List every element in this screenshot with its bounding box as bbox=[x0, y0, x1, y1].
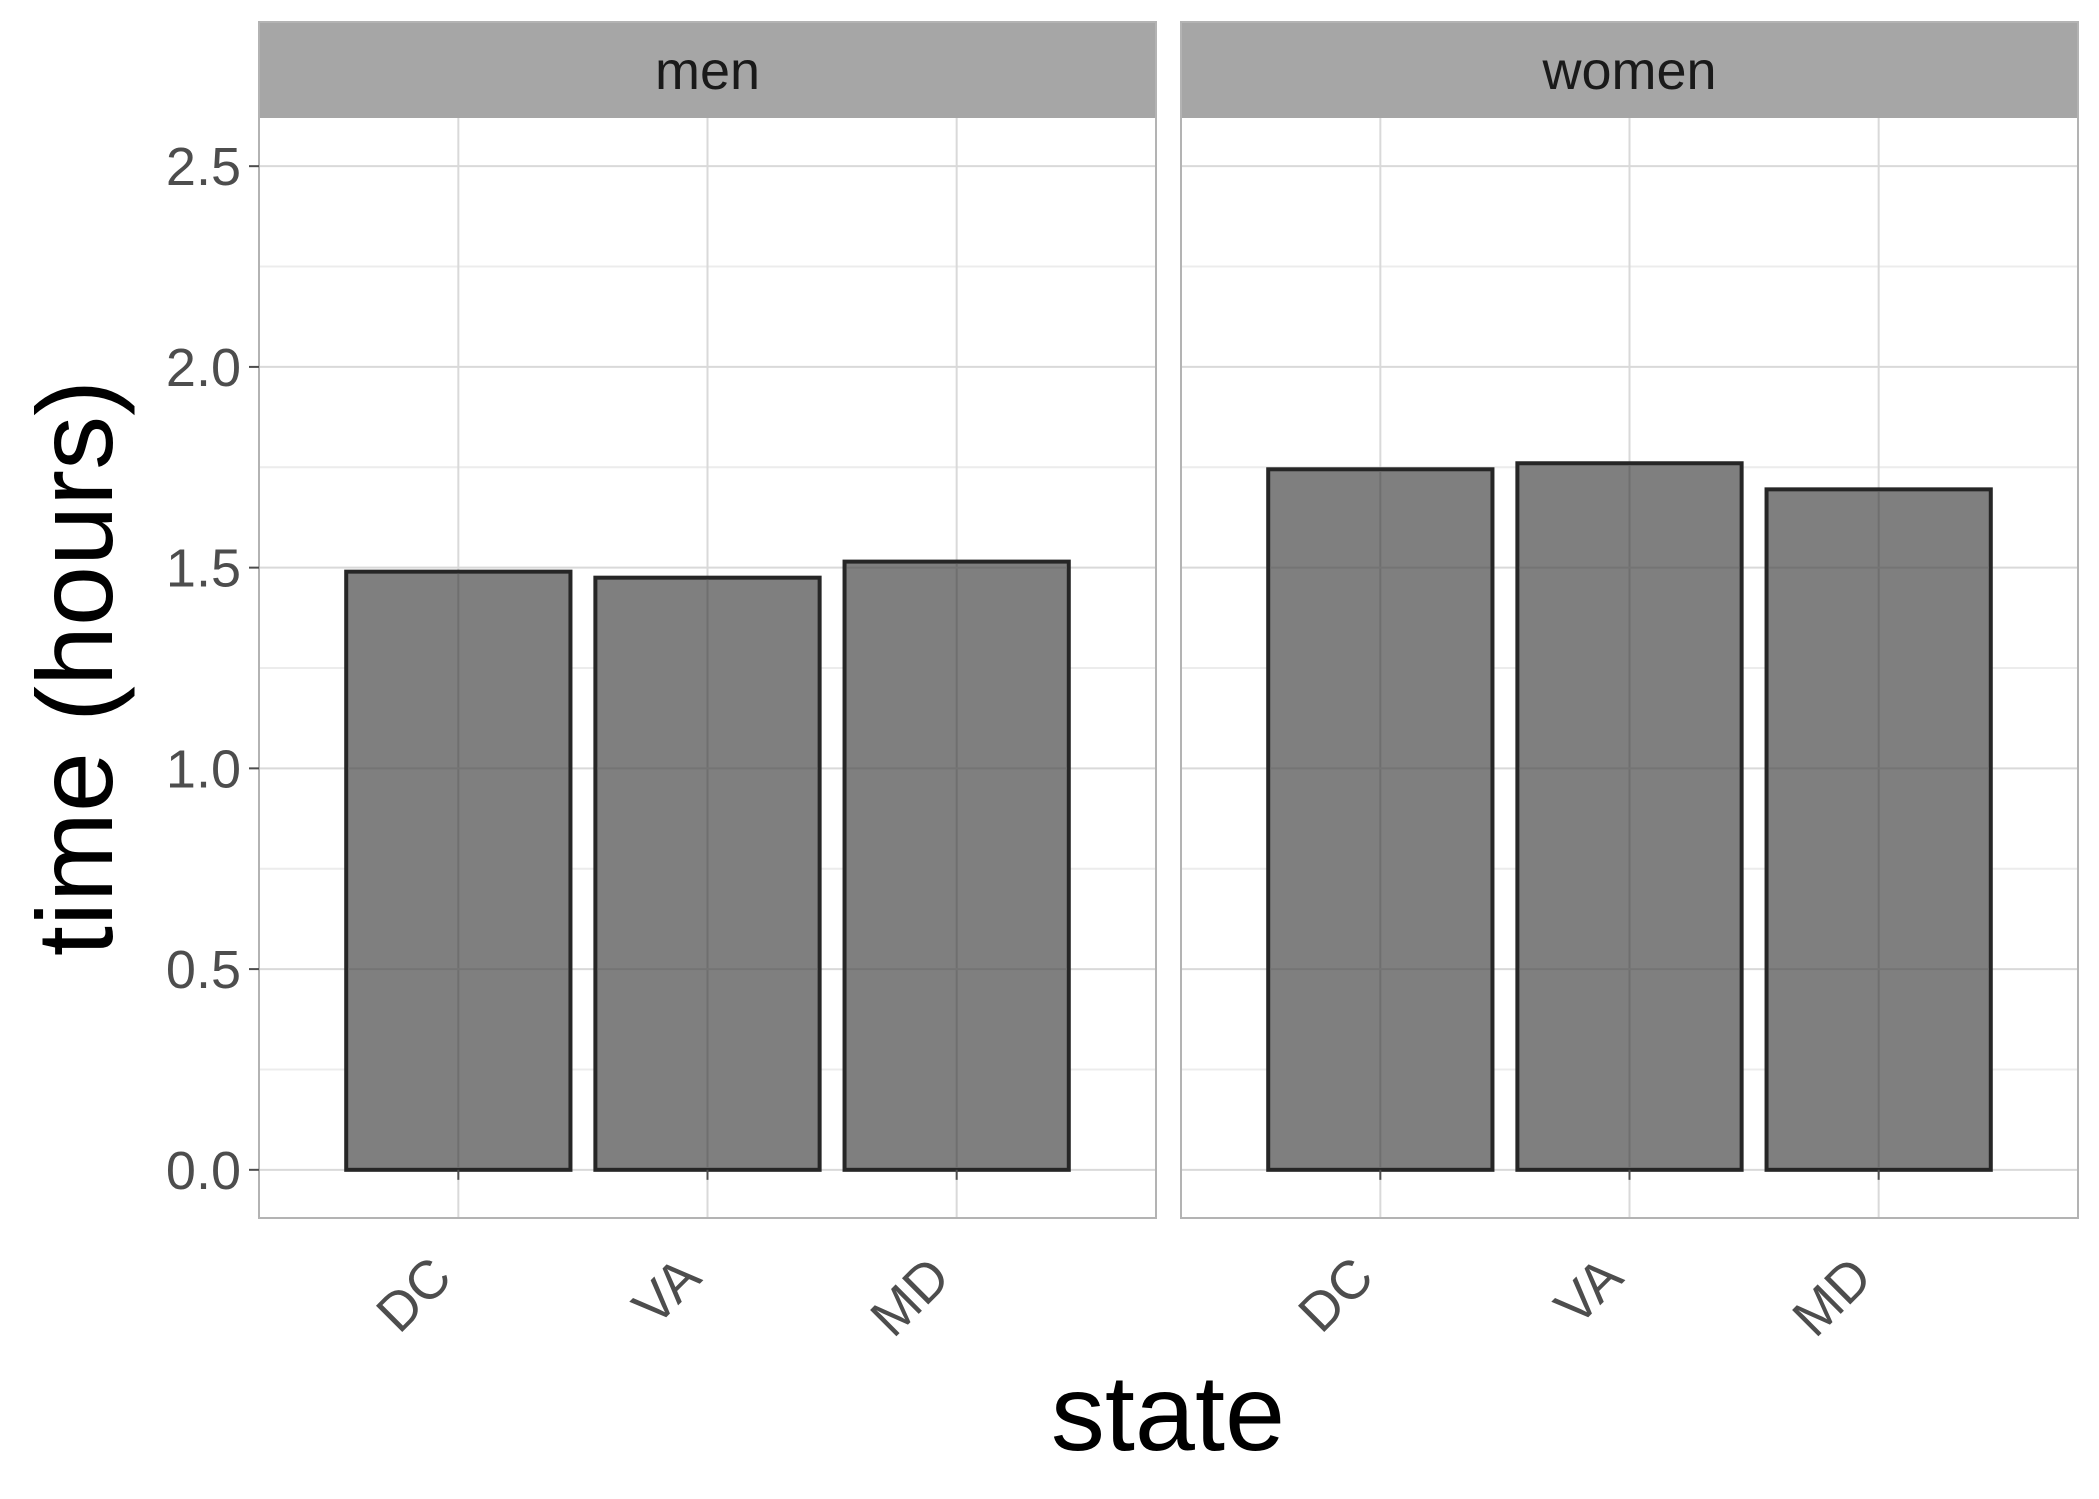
y-axis-title: time (hours) bbox=[14, 380, 135, 956]
facet-strip-label: women bbox=[1541, 41, 1716, 101]
x-tick-label: VA bbox=[621, 1246, 712, 1337]
y-tick-label: 1.5 bbox=[166, 539, 241, 599]
x-tick-label: MD bbox=[1781, 1246, 1883, 1348]
x-tick-label: MD bbox=[859, 1246, 961, 1348]
panel-border bbox=[1180, 21, 2079, 1219]
x-axis-title: state bbox=[1051, 1352, 1285, 1473]
y-tick-label: 2.0 bbox=[166, 338, 241, 398]
y-tick-label: 1.0 bbox=[166, 739, 241, 799]
y-tick-label: 0.0 bbox=[166, 1141, 241, 1201]
panel-border bbox=[258, 21, 1157, 1219]
facet-panel-women: women DC VA MD bbox=[1180, 21, 2079, 1348]
facet-panel-men: men DC VA MD bbox=[258, 21, 1157, 1348]
x-tick-label: VA bbox=[1543, 1246, 1634, 1337]
x-tick-label: DC bbox=[365, 1246, 463, 1344]
facet-strip bbox=[259, 22, 1156, 118]
facet-strip bbox=[1181, 22, 2078, 118]
facet-strip-label: men bbox=[655, 41, 760, 101]
y-axis: 0.0 0.5 1.0 1.5 2.0 2.5 bbox=[166, 137, 259, 1201]
facet-panels: men DC VA MD women DC VA MD bbox=[258, 21, 2079, 1348]
x-tick-label: DC bbox=[1287, 1246, 1385, 1344]
y-tick-label: 2.5 bbox=[166, 137, 241, 197]
y-tick-label: 0.5 bbox=[166, 940, 241, 1000]
